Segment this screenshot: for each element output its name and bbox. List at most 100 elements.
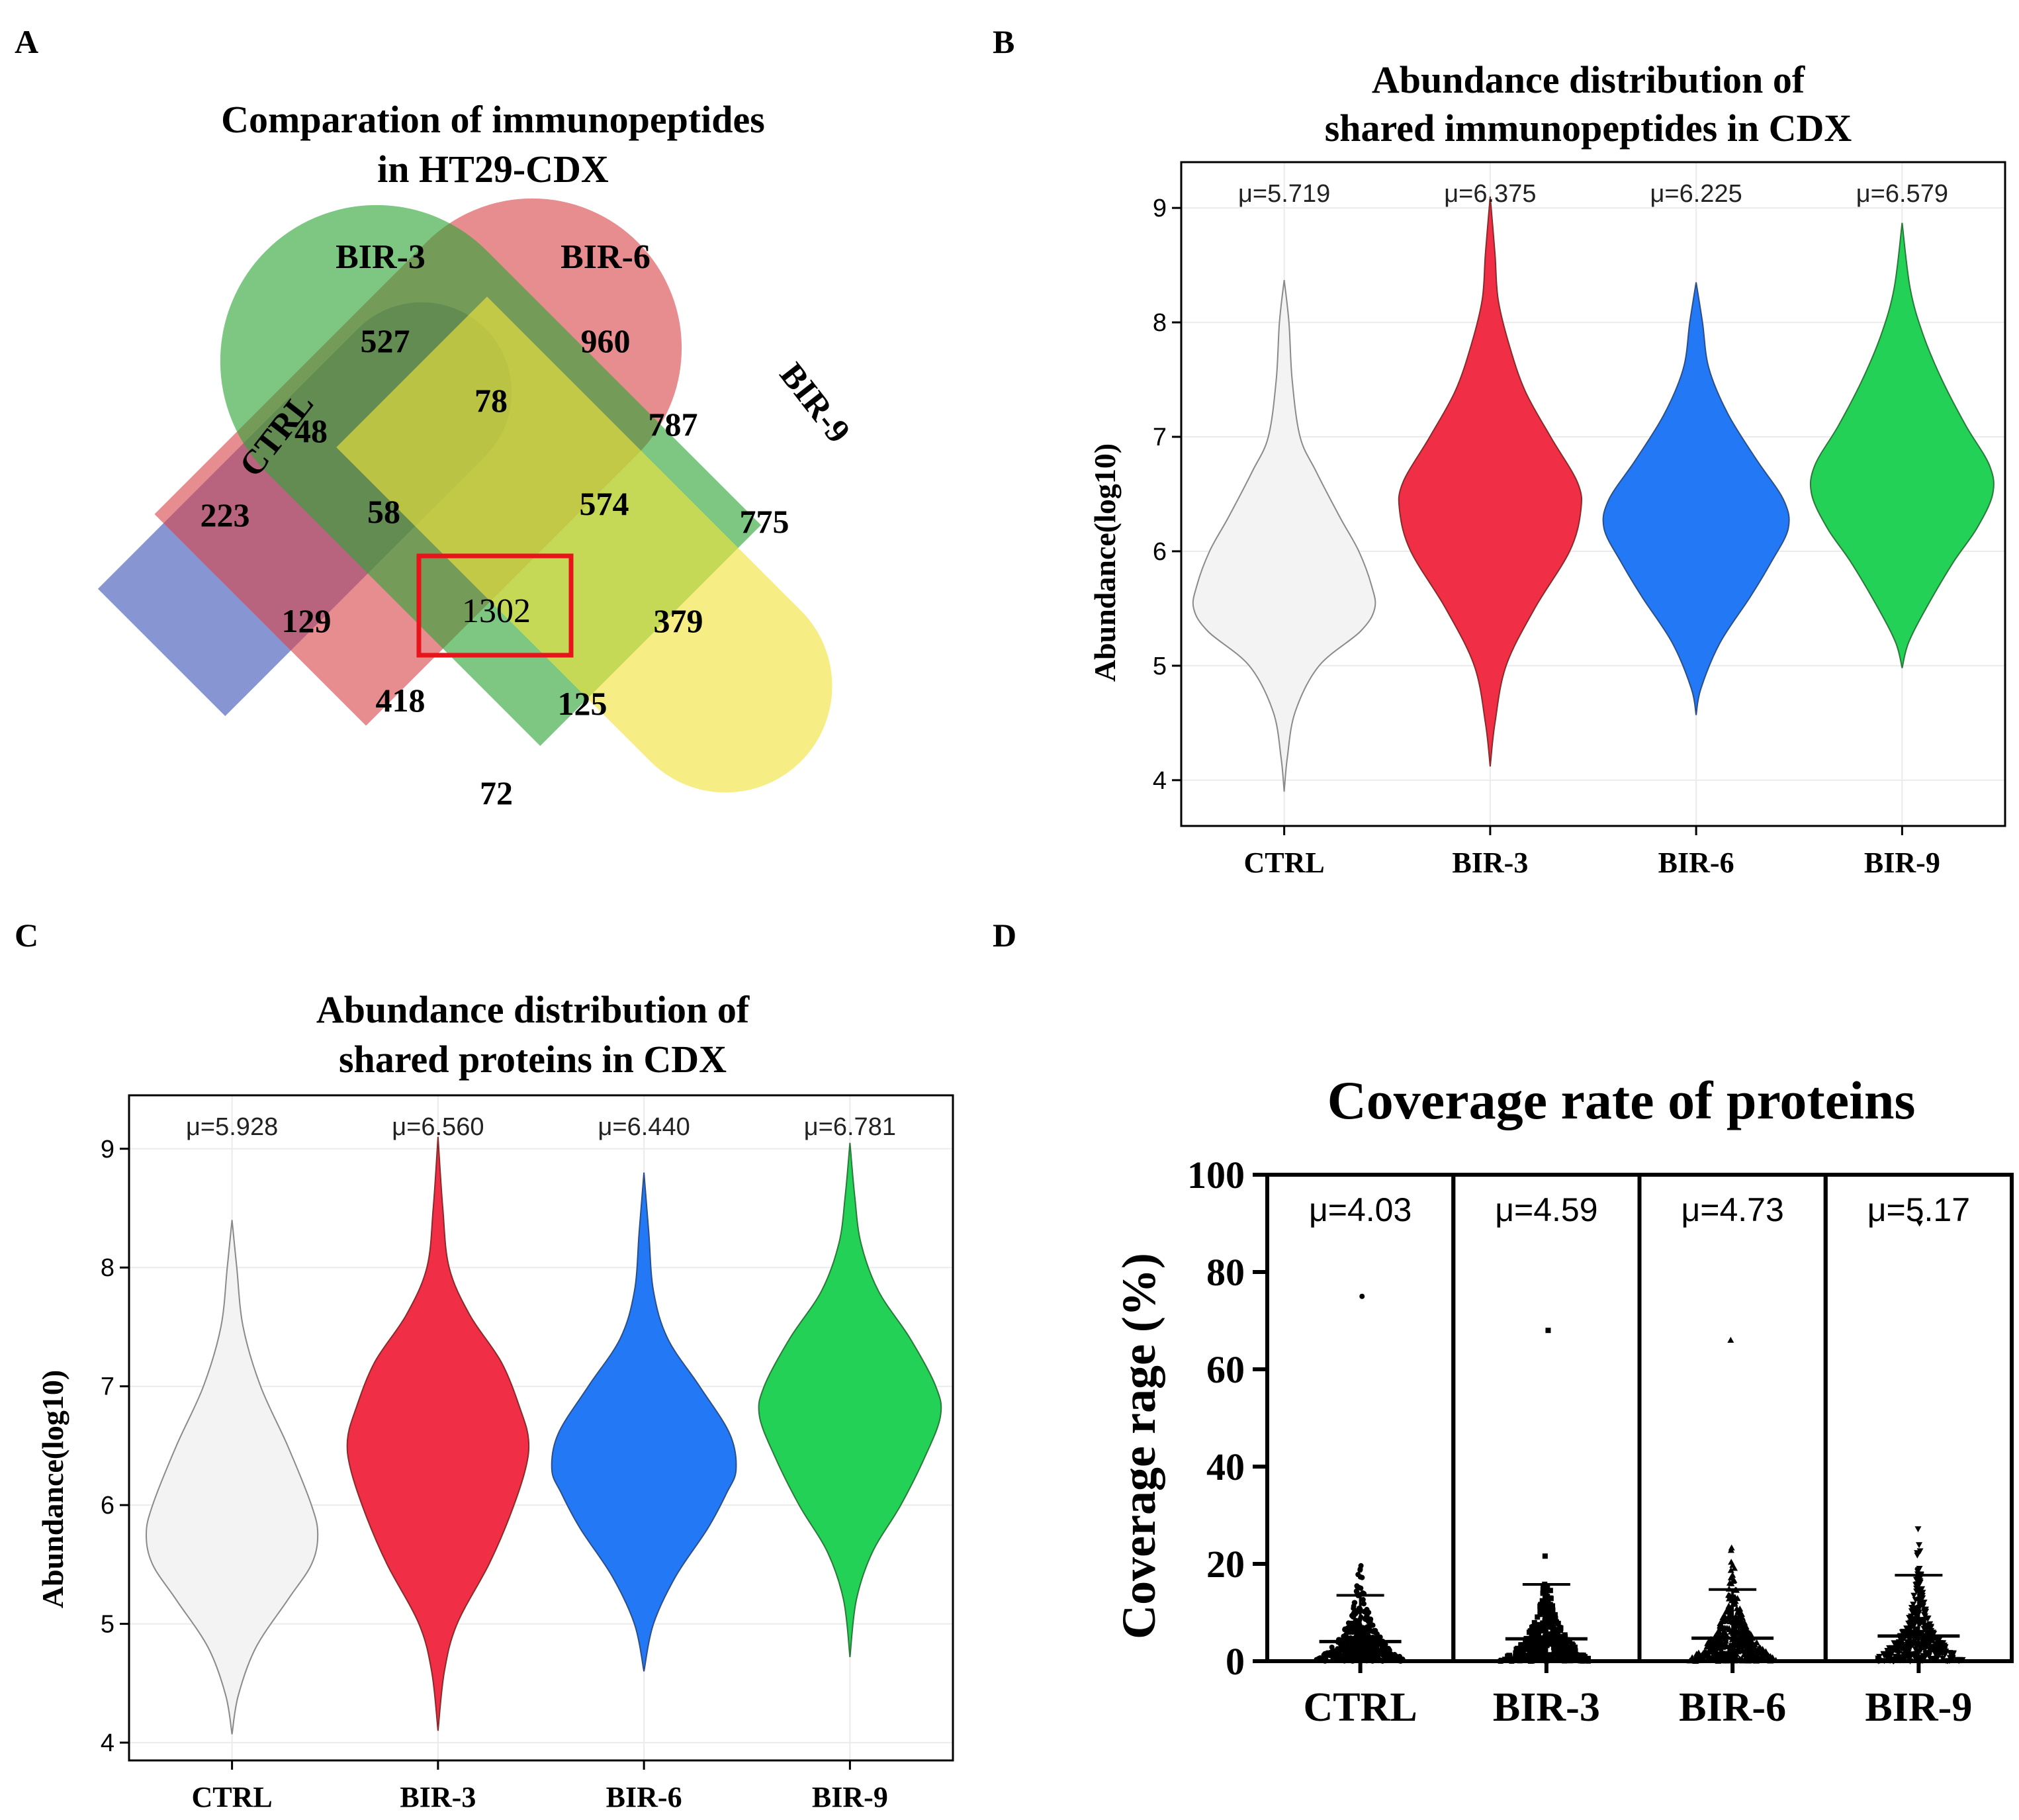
dot (1926, 1641, 1934, 1647)
dot (1547, 1617, 1552, 1623)
dot (1355, 1642, 1361, 1648)
panel-letter-a: A (15, 23, 38, 60)
dot (1361, 1609, 1367, 1615)
dot (1552, 1615, 1558, 1621)
x-tick-label-bir-3: BIR-3 (1493, 1685, 1600, 1730)
venn-region-ctrl-bir6-bir9: 418 (376, 682, 426, 719)
dot (1572, 1648, 1578, 1654)
dot (1533, 1652, 1539, 1658)
dot (1916, 1542, 1923, 1549)
y-tick-label: 4 (1153, 767, 1167, 795)
dot (1329, 1653, 1335, 1659)
dot (1910, 1602, 1917, 1608)
dot (1702, 1651, 1709, 1657)
dot (1930, 1656, 1937, 1662)
dot (1906, 1625, 1913, 1632)
dot (1935, 1653, 1942, 1660)
dots-bir-3 (1498, 1328, 1591, 1664)
venn-title-line2: in HT29-CDX (377, 148, 609, 191)
dot (1730, 1565, 1738, 1571)
dot (1896, 1640, 1903, 1647)
dot (1367, 1622, 1372, 1628)
dot (1382, 1651, 1388, 1657)
dot (1539, 1598, 1545, 1604)
dot (1923, 1629, 1930, 1636)
dot (1386, 1647, 1392, 1653)
dot (1355, 1572, 1361, 1578)
venn-region-all-four: 1302 (462, 592, 531, 630)
dot (1905, 1646, 1912, 1653)
dot (1713, 1649, 1721, 1656)
venn-region-bir3-only: 527 (361, 322, 410, 359)
dot (1939, 1655, 1946, 1662)
dot (1548, 1596, 1554, 1602)
dot (1742, 1622, 1749, 1629)
dot (1537, 1642, 1543, 1648)
dot (1920, 1621, 1927, 1627)
x-tick-label-ctrl: CTRL (1303, 1685, 1417, 1730)
dot (1920, 1641, 1927, 1648)
panel-c: C Abundance distribution of shared prote… (15, 917, 954, 1813)
dot (1697, 1653, 1704, 1660)
dot (1526, 1629, 1532, 1635)
dot (1551, 1651, 1557, 1657)
dot (1889, 1646, 1897, 1653)
dot (1520, 1651, 1526, 1657)
violin-bir-9 (758, 1142, 942, 1658)
dot (1524, 1643, 1530, 1649)
x-tick-label-bir-3: BIR-3 (400, 1781, 476, 1813)
y-tick-label: 5 (1153, 653, 1167, 680)
dot (1366, 1610, 1372, 1615)
dot (1555, 1649, 1561, 1655)
venn-highlight-box (416, 553, 574, 658)
dot (1914, 1648, 1921, 1655)
dot (1525, 1641, 1531, 1647)
dot (1912, 1654, 1920, 1661)
dot (1884, 1652, 1891, 1659)
violin-bir-9 (1809, 222, 1995, 668)
dot (1378, 1642, 1384, 1648)
dot (1534, 1625, 1540, 1631)
dot (1547, 1588, 1553, 1594)
y-tick-label: 20 (1206, 1543, 1245, 1586)
dot (1558, 1652, 1564, 1658)
y-tick-label: 7 (101, 1373, 114, 1401)
venn-region-bir6-bir9: 787 (649, 406, 698, 443)
dot (1349, 1649, 1355, 1655)
dot (1368, 1628, 1374, 1634)
dot (1728, 1544, 1735, 1551)
mean-label-bir-9: μ=6.781 (804, 1113, 896, 1141)
dot (1920, 1625, 1928, 1632)
venn-title-line1: Comparation of immunopeptides (221, 98, 765, 141)
dot (1732, 1627, 1740, 1634)
dot (1725, 1625, 1732, 1631)
violin-bir-6 (1602, 282, 1790, 715)
venn-region-ctrl-bir9: 72 (480, 774, 513, 811)
plot-frame (1180, 161, 2006, 827)
venn-region-ctrl-bir6: 129 (282, 602, 332, 639)
dot (1911, 1621, 1918, 1627)
dot (1359, 1293, 1365, 1299)
dot (1536, 1621, 1542, 1627)
dot (1892, 1653, 1899, 1660)
dot (1360, 1597, 1366, 1603)
dot (1537, 1612, 1543, 1617)
dot (1741, 1647, 1748, 1654)
dot (1933, 1643, 1940, 1649)
dot (1719, 1651, 1727, 1657)
dot (1543, 1649, 1548, 1655)
dot (1345, 1620, 1351, 1626)
dot (1950, 1650, 1957, 1657)
y-tick-label: 6 (101, 1492, 114, 1520)
dot (1550, 1645, 1556, 1651)
dot (1343, 1650, 1349, 1656)
dot (1562, 1632, 1568, 1638)
chart-b-plot: μ=5.719 μ=6.375 μ=6.225 μ=6.579 4 5 6 7 8 9 CTRL BI… (1153, 161, 2006, 879)
dot (1531, 1642, 1537, 1648)
dot (1722, 1617, 1729, 1624)
dot (1723, 1608, 1730, 1614)
dot (1914, 1526, 1922, 1533)
y-tick-label: 8 (101, 1254, 114, 1282)
dot (1336, 1651, 1342, 1657)
venn-region-bir6-only: 960 (581, 322, 631, 359)
